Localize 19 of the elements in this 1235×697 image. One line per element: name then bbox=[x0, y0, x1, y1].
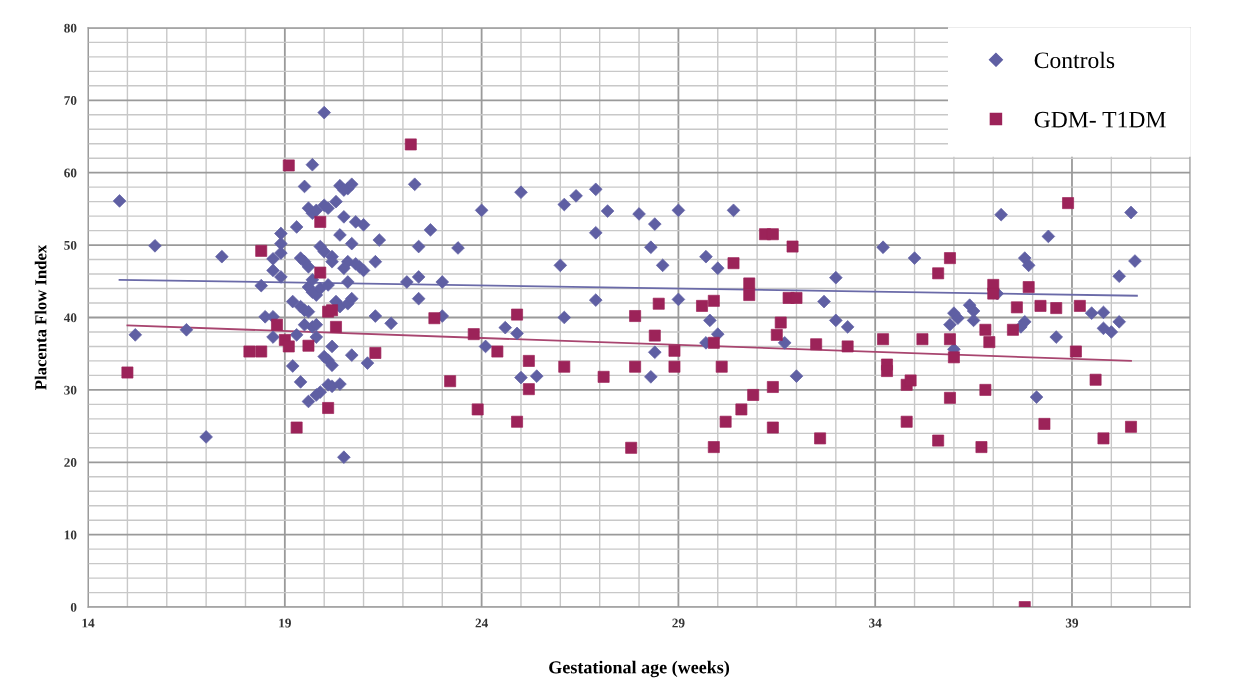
y-tick-label: 10 bbox=[64, 530, 77, 540]
y-tick-label: 70 bbox=[64, 96, 77, 105]
legend-label: Controls bbox=[1034, 51, 1115, 69]
legend-label: GDM- T1DM bbox=[1034, 111, 1166, 128]
y-tick-label: 0 bbox=[70, 602, 77, 612]
y-tick-label: 50 bbox=[64, 240, 77, 250]
y-tick-label: 60 bbox=[64, 168, 77, 178]
x-axis-title: Gestational age (weeks) bbox=[549, 660, 730, 678]
x-tick-label: 29 bbox=[672, 618, 685, 628]
y-tick-label: 80 bbox=[64, 23, 77, 33]
x-tick-label: 24 bbox=[475, 618, 488, 628]
y-tick-label: 20 bbox=[64, 458, 77, 467]
x-tick-label: 39 bbox=[1065, 618, 1079, 628]
x-tick-label: 14 bbox=[82, 618, 95, 628]
y-axis-title: Placenta Flow Index bbox=[34, 244, 47, 390]
y-tick-label: 30 bbox=[64, 385, 77, 395]
y-tick-label: 40 bbox=[63, 313, 77, 323]
x-tick-label: 19 bbox=[279, 618, 291, 628]
x-tick-label: 34 bbox=[869, 618, 882, 628]
